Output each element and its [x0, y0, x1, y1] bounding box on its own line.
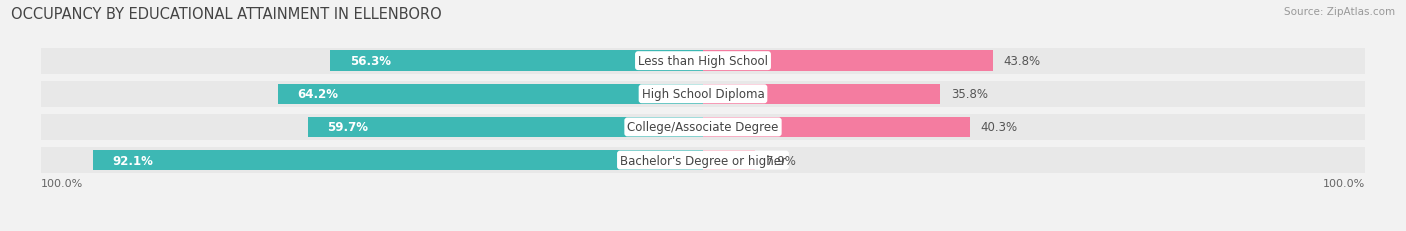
Bar — [703, 117, 970, 138]
Text: 43.8%: 43.8% — [1004, 55, 1040, 68]
Text: 56.3%: 56.3% — [350, 55, 391, 68]
Text: 7.9%: 7.9% — [766, 154, 796, 167]
Bar — [330, 51, 703, 72]
Text: Bachelor's Degree or higher: Bachelor's Degree or higher — [620, 154, 786, 167]
Bar — [278, 84, 703, 105]
Text: College/Associate Degree: College/Associate Degree — [627, 121, 779, 134]
Bar — [41, 115, 1365, 140]
Text: 100.0%: 100.0% — [1323, 179, 1365, 188]
Bar — [703, 84, 941, 105]
Text: High School Diploma: High School Diploma — [641, 88, 765, 101]
Bar — [41, 82, 1365, 107]
Text: OCCUPANCY BY EDUCATIONAL ATTAINMENT IN ELLENBORO: OCCUPANCY BY EDUCATIONAL ATTAINMENT IN E… — [11, 7, 441, 22]
Text: 35.8%: 35.8% — [950, 88, 988, 101]
Text: Source: ZipAtlas.com: Source: ZipAtlas.com — [1284, 7, 1395, 17]
Bar — [703, 51, 993, 72]
Bar — [41, 49, 1365, 74]
Bar — [41, 148, 1365, 173]
Bar — [703, 150, 755, 171]
Text: 40.3%: 40.3% — [980, 121, 1018, 134]
Text: Less than High School: Less than High School — [638, 55, 768, 68]
Bar — [93, 150, 703, 171]
Text: 100.0%: 100.0% — [41, 179, 83, 188]
Text: 59.7%: 59.7% — [328, 121, 368, 134]
Bar — [308, 117, 703, 138]
Text: 64.2%: 64.2% — [298, 88, 339, 101]
Text: 92.1%: 92.1% — [112, 154, 153, 167]
